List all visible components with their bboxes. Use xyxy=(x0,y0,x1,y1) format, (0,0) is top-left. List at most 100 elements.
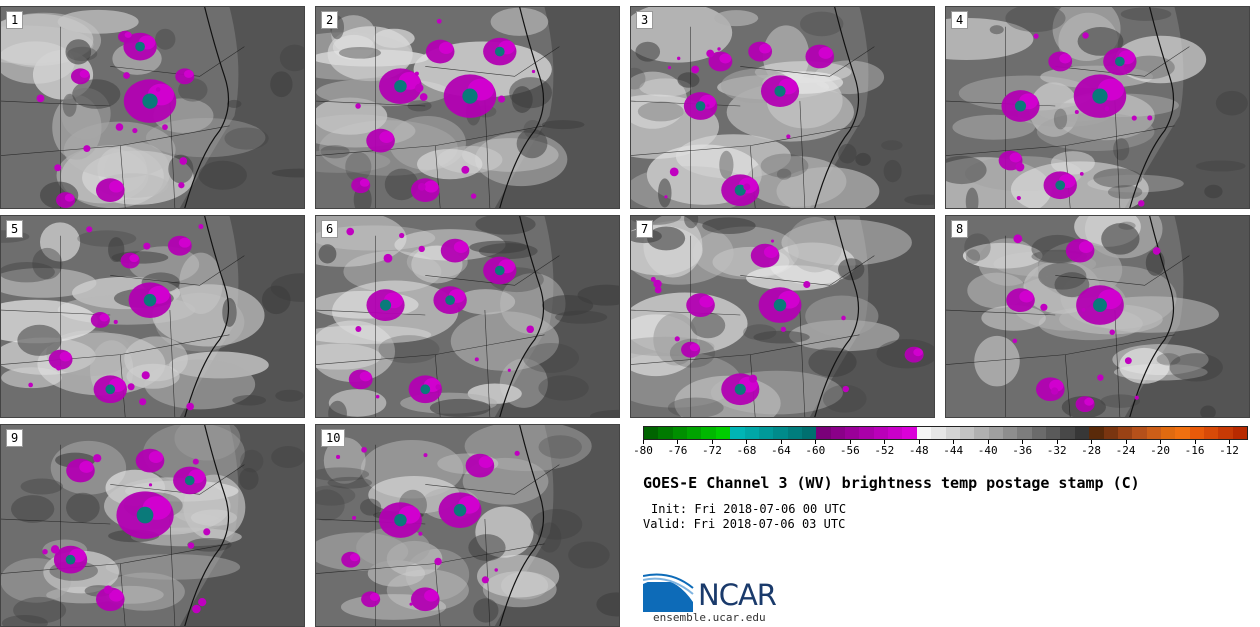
colorbar-tick-label: -80 xyxy=(633,444,653,457)
colorbar-tick-label: -44 xyxy=(943,444,964,457)
colorbar-tick-mark xyxy=(711,440,713,444)
colorbar-swatch xyxy=(830,427,846,439)
water-vapor-map xyxy=(946,7,1249,208)
colorbar-swatch xyxy=(974,427,989,439)
colorbar-tick-mark xyxy=(1229,440,1230,444)
colorbar-tick-label: -36 xyxy=(1012,444,1033,457)
colorbar-tick-mark xyxy=(780,440,782,444)
colorbar-swatch xyxy=(945,427,960,439)
product-title: GOES-E Channel 3 (WV) brightness temp po… xyxy=(643,474,1140,492)
colorbar-swatch xyxy=(644,427,659,439)
colorbar-tick-label: -32 xyxy=(1046,444,1067,457)
colorbar-swatch xyxy=(1031,427,1047,439)
member-number-label: 9 xyxy=(6,429,24,447)
member-number-label: 3 xyxy=(636,11,654,29)
colorbar-tick-mark xyxy=(1056,440,1058,444)
colorbar-swatch xyxy=(959,427,975,439)
temperature-colorbar xyxy=(643,426,1248,440)
colorbar-swatch xyxy=(931,427,946,439)
water-vapor-map xyxy=(631,216,934,417)
colorbar-swatch xyxy=(1117,427,1133,439)
colorbar-tick-mark xyxy=(1125,440,1127,444)
colorbar-swatch xyxy=(916,427,932,439)
ensemble-member-panel-3: 3 xyxy=(630,6,935,209)
colorbar-swatch xyxy=(672,427,688,439)
colorbar-tick-mark xyxy=(1091,440,1093,444)
colorbar-tick-label: -48 xyxy=(908,444,929,457)
ensemble-member-panel-5: 5 xyxy=(0,215,305,418)
colorbar-swatch xyxy=(701,427,716,439)
colorbar-swatch xyxy=(730,427,745,439)
ensemble-member-panel-10: 10 xyxy=(315,424,620,627)
colorbar-swatch xyxy=(816,427,831,439)
valid-time: Valid: Fri 2018-07-06 03 UTC xyxy=(643,517,846,531)
colorbar-swatch xyxy=(1074,427,1090,439)
colorbar-tick-mark xyxy=(849,440,851,444)
colorbar-swatch xyxy=(1132,427,1147,439)
colorbar-swatch xyxy=(1017,427,1032,439)
colorbar-tick-mark xyxy=(987,440,989,444)
colorbar-tick-mark xyxy=(677,440,679,444)
colorbar-tick-label: -20 xyxy=(1150,444,1170,457)
ensemble-member-panel-1: 1 xyxy=(0,6,305,209)
colorbar-tick-mark xyxy=(1194,440,1196,444)
colorbar-tick-label: -72 xyxy=(702,444,722,457)
water-vapor-map xyxy=(1,216,304,417)
water-vapor-map xyxy=(316,7,619,208)
colorbar-swatch xyxy=(1046,427,1061,439)
colorbar-tick-label: -56 xyxy=(839,444,860,457)
colorbar-tick-mark xyxy=(884,440,886,444)
ensemble-member-panel-7: 7 xyxy=(630,215,935,418)
ensemble-member-panel-8: 8 xyxy=(945,215,1250,418)
colorbar-swatch xyxy=(1103,427,1118,439)
colorbar-swatch xyxy=(1160,427,1176,439)
ensemble-member-panel-4: 4 xyxy=(945,6,1250,209)
member-number-label: 5 xyxy=(6,220,24,238)
colorbar-tick-label: -60 xyxy=(805,444,826,457)
colorbar-tick-label: -52 xyxy=(874,444,895,457)
colorbar-swatch xyxy=(773,427,788,439)
colorbar-tick-mark xyxy=(643,440,644,444)
colorbar-tick-mark xyxy=(918,440,920,444)
colorbar-swatch xyxy=(787,427,802,439)
colorbar-swatch xyxy=(1146,427,1161,439)
member-number-label: 10 xyxy=(321,429,346,447)
member-number-label: 8 xyxy=(951,220,969,238)
colorbar-swatch xyxy=(1189,427,1205,439)
colorbar-tick-label: -12 xyxy=(1219,444,1239,457)
colorbar-swatch xyxy=(873,427,889,439)
colorbar-tick-label: -40 xyxy=(977,444,998,457)
colorbar-tick-label: -28 xyxy=(1081,444,1102,457)
ensemble-member-panel-2: 2 xyxy=(315,6,620,209)
colorbar-swatch xyxy=(801,427,817,439)
colorbar-tick-label: -64 xyxy=(770,444,791,457)
colorbar-tick-mark xyxy=(1022,440,1024,444)
colorbar-swatch xyxy=(758,427,774,439)
colorbar-swatch xyxy=(1060,427,1075,439)
colorbar-swatch xyxy=(1218,427,1233,439)
colorbar-swatch xyxy=(1175,427,1190,439)
colorbar-swatch xyxy=(845,427,860,439)
colorbar-swatch xyxy=(888,427,903,439)
colorbar-tick-mark xyxy=(953,440,955,444)
water-vapor-map xyxy=(1,425,304,626)
colorbar-swatch xyxy=(1204,427,1219,439)
member-number-label: 4 xyxy=(951,11,969,29)
colorbar-tick-label: -76 xyxy=(667,444,688,457)
water-vapor-map xyxy=(946,216,1249,417)
colorbar-tick-label: -24 xyxy=(1115,444,1136,457)
water-vapor-map xyxy=(631,7,934,208)
ncar-logo-text: NCAR xyxy=(698,578,777,612)
colorbar-tick-label: -16 xyxy=(1184,444,1205,457)
water-vapor-map xyxy=(316,425,619,626)
source-url[interactable]: ensemble.ucar.edu xyxy=(653,611,766,624)
ensemble-member-panel-6: 6 xyxy=(315,215,620,418)
colorbar-swatch xyxy=(744,427,759,439)
init-time: Init: Fri 2018-07-06 00 UTC xyxy=(651,502,847,516)
ncar-logo-icon xyxy=(643,573,694,612)
colorbar-swatch xyxy=(1089,427,1104,439)
colorbar-swatch xyxy=(658,427,673,439)
member-number-label: 7 xyxy=(636,220,654,238)
colorbar-swatch xyxy=(902,427,917,439)
colorbar-swatch xyxy=(988,427,1003,439)
